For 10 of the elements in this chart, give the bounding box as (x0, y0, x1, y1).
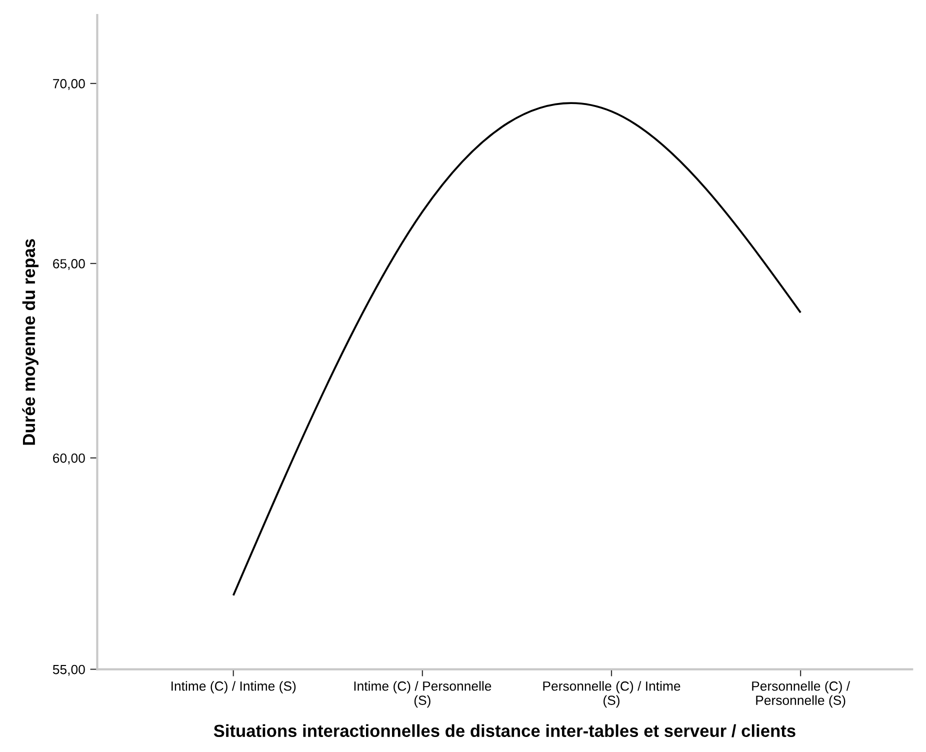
x-axis-title: Situations interactionnelles de distance inter-tables et serveur / clients (214, 724, 796, 738)
x-tick-label: Personnelle (C) / Personnelle (S) (752, 681, 850, 708)
x-tick-label: Personnelle (C) / Intime (S) (543, 681, 680, 708)
x-tick-label: Intime (C) / Intime (S) (172, 681, 296, 694)
y-tick-label: 65,00 (53, 259, 85, 270)
y-tick-label: 70,00 (53, 79, 85, 90)
y-tick-label: 55,00 (52, 664, 85, 676)
y-tick-label: 60,00 (53, 453, 85, 464)
x-tick-label: Intime (C) / Personnelle (S) (354, 681, 492, 708)
y-axis-title: Durée moyenne du repas (22, 239, 39, 445)
